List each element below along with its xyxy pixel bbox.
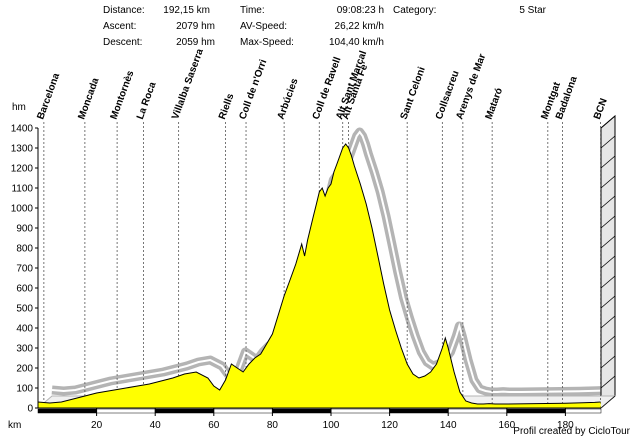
y-tick-label: 1000 — [11, 204, 34, 215]
side-wall-hatch — [600, 275, 616, 289]
distance-bar-segment — [96, 408, 156, 414]
waypoint-label: Arbúcies — [276, 77, 301, 121]
x-tick-label: 180 — [557, 420, 574, 431]
waypoint-label: Barcelona — [35, 71, 62, 121]
side-wall-hatch — [600, 395, 616, 409]
side-wall-hatch — [600, 135, 616, 149]
distance-label: Distance: — [103, 5, 145, 16]
profile-area — [38, 144, 601, 408]
x-tick-label: 100 — [323, 420, 340, 431]
waypoint-label: Sant Celoni — [399, 65, 428, 121]
x-tick-label: 140 — [440, 420, 457, 431]
x-axis-label: km — [8, 420, 21, 431]
y-tick-label: 1400 — [11, 124, 34, 135]
distance-bar-segment — [272, 408, 332, 414]
y-tick-label: 200 — [16, 364, 33, 375]
waypoint-label: Coll de n'Orri — [238, 58, 270, 121]
x-tick-label: 80 — [267, 420, 279, 431]
y-axis-label: hm — [12, 102, 26, 113]
distance-bar-segment — [330, 408, 390, 414]
side-wall-hatch — [600, 175, 616, 189]
y-tick-label: 0 — [27, 404, 33, 415]
y-tick-label: 1300 — [11, 144, 34, 155]
side-wall-hatch — [600, 355, 616, 369]
y-tick-label: 900 — [16, 224, 33, 235]
y-tick-label: 400 — [16, 324, 33, 335]
y-tick-label: 1200 — [11, 164, 34, 175]
distance-bar-segment — [213, 408, 273, 414]
side-wall-hatch — [600, 315, 616, 329]
waypoint-label: Montornès — [109, 69, 137, 121]
waypoint-label: Arenys de Mar — [454, 52, 488, 121]
side-wall-hatch — [600, 375, 616, 389]
distance-bar-segment — [154, 408, 215, 414]
ascent-value: 2079 hm — [176, 21, 215, 32]
side-wall-hatch — [600, 335, 616, 349]
y-tick-label: 500 — [16, 304, 33, 315]
waypoint-label: Villalba Saserra — [170, 47, 206, 121]
category-value: 5 Star — [519, 5, 546, 16]
side-wall-hatch — [600, 255, 616, 269]
maxspeed-value: 104,40 km/h — [328, 37, 384, 48]
side-wall-hatch — [600, 295, 616, 309]
waypoint-label: BCN — [592, 97, 610, 121]
x-tick-label: 40 — [150, 420, 162, 431]
distance-bar-segment — [565, 408, 602, 414]
distance-bar-segment — [37, 408, 97, 414]
waypoint-label: Riells — [217, 92, 237, 121]
y-tick-label: 800 — [16, 244, 33, 255]
avspeed-value: 26,22 km/h — [334, 21, 384, 32]
distance-bar-segment — [389, 408, 449, 414]
time-label: Time: — [240, 5, 265, 16]
x-tick-label: 120 — [381, 420, 398, 431]
x-tick-label: 20 — [91, 420, 103, 431]
waypoint-label: Mataró — [484, 86, 506, 121]
y-tick-label: 1100 — [11, 184, 33, 195]
side-wall-hatch — [600, 115, 616, 129]
x-tick-label: 60 — [208, 420, 220, 431]
distance-value: 192,15 km — [163, 5, 210, 16]
y-tick-label: 700 — [16, 264, 33, 275]
y-tick-label: 100 — [16, 384, 33, 395]
side-wall-hatch — [600, 235, 616, 249]
descent-label: Descent: — [103, 37, 143, 48]
side-wall-hatch — [600, 215, 616, 229]
distance-bar-segment — [506, 408, 566, 414]
credit-text: Profil created by CicloTour — [513, 426, 630, 437]
maxspeed-label: Max-Speed: — [240, 37, 294, 48]
ascent-label: Ascent: — [103, 21, 137, 32]
time-value: 09:08:23 h — [336, 5, 384, 16]
side-wall-hatch — [600, 155, 616, 169]
avspeed-label: AV-Speed: — [240, 21, 288, 32]
y-tick-label: 300 — [16, 344, 33, 355]
side-wall-hatch — [600, 195, 616, 209]
profile-line — [37, 143, 601, 405]
descent-value: 2059 hm — [176, 37, 215, 48]
y-tick-label: 600 — [16, 284, 33, 295]
x-tick-label: 160 — [498, 420, 515, 431]
distance-bar-segment — [447, 408, 508, 414]
category-label: Category: — [393, 5, 437, 16]
waypoint-label: Moncada — [76, 76, 101, 121]
waypoint-label: La Roca — [135, 80, 159, 121]
